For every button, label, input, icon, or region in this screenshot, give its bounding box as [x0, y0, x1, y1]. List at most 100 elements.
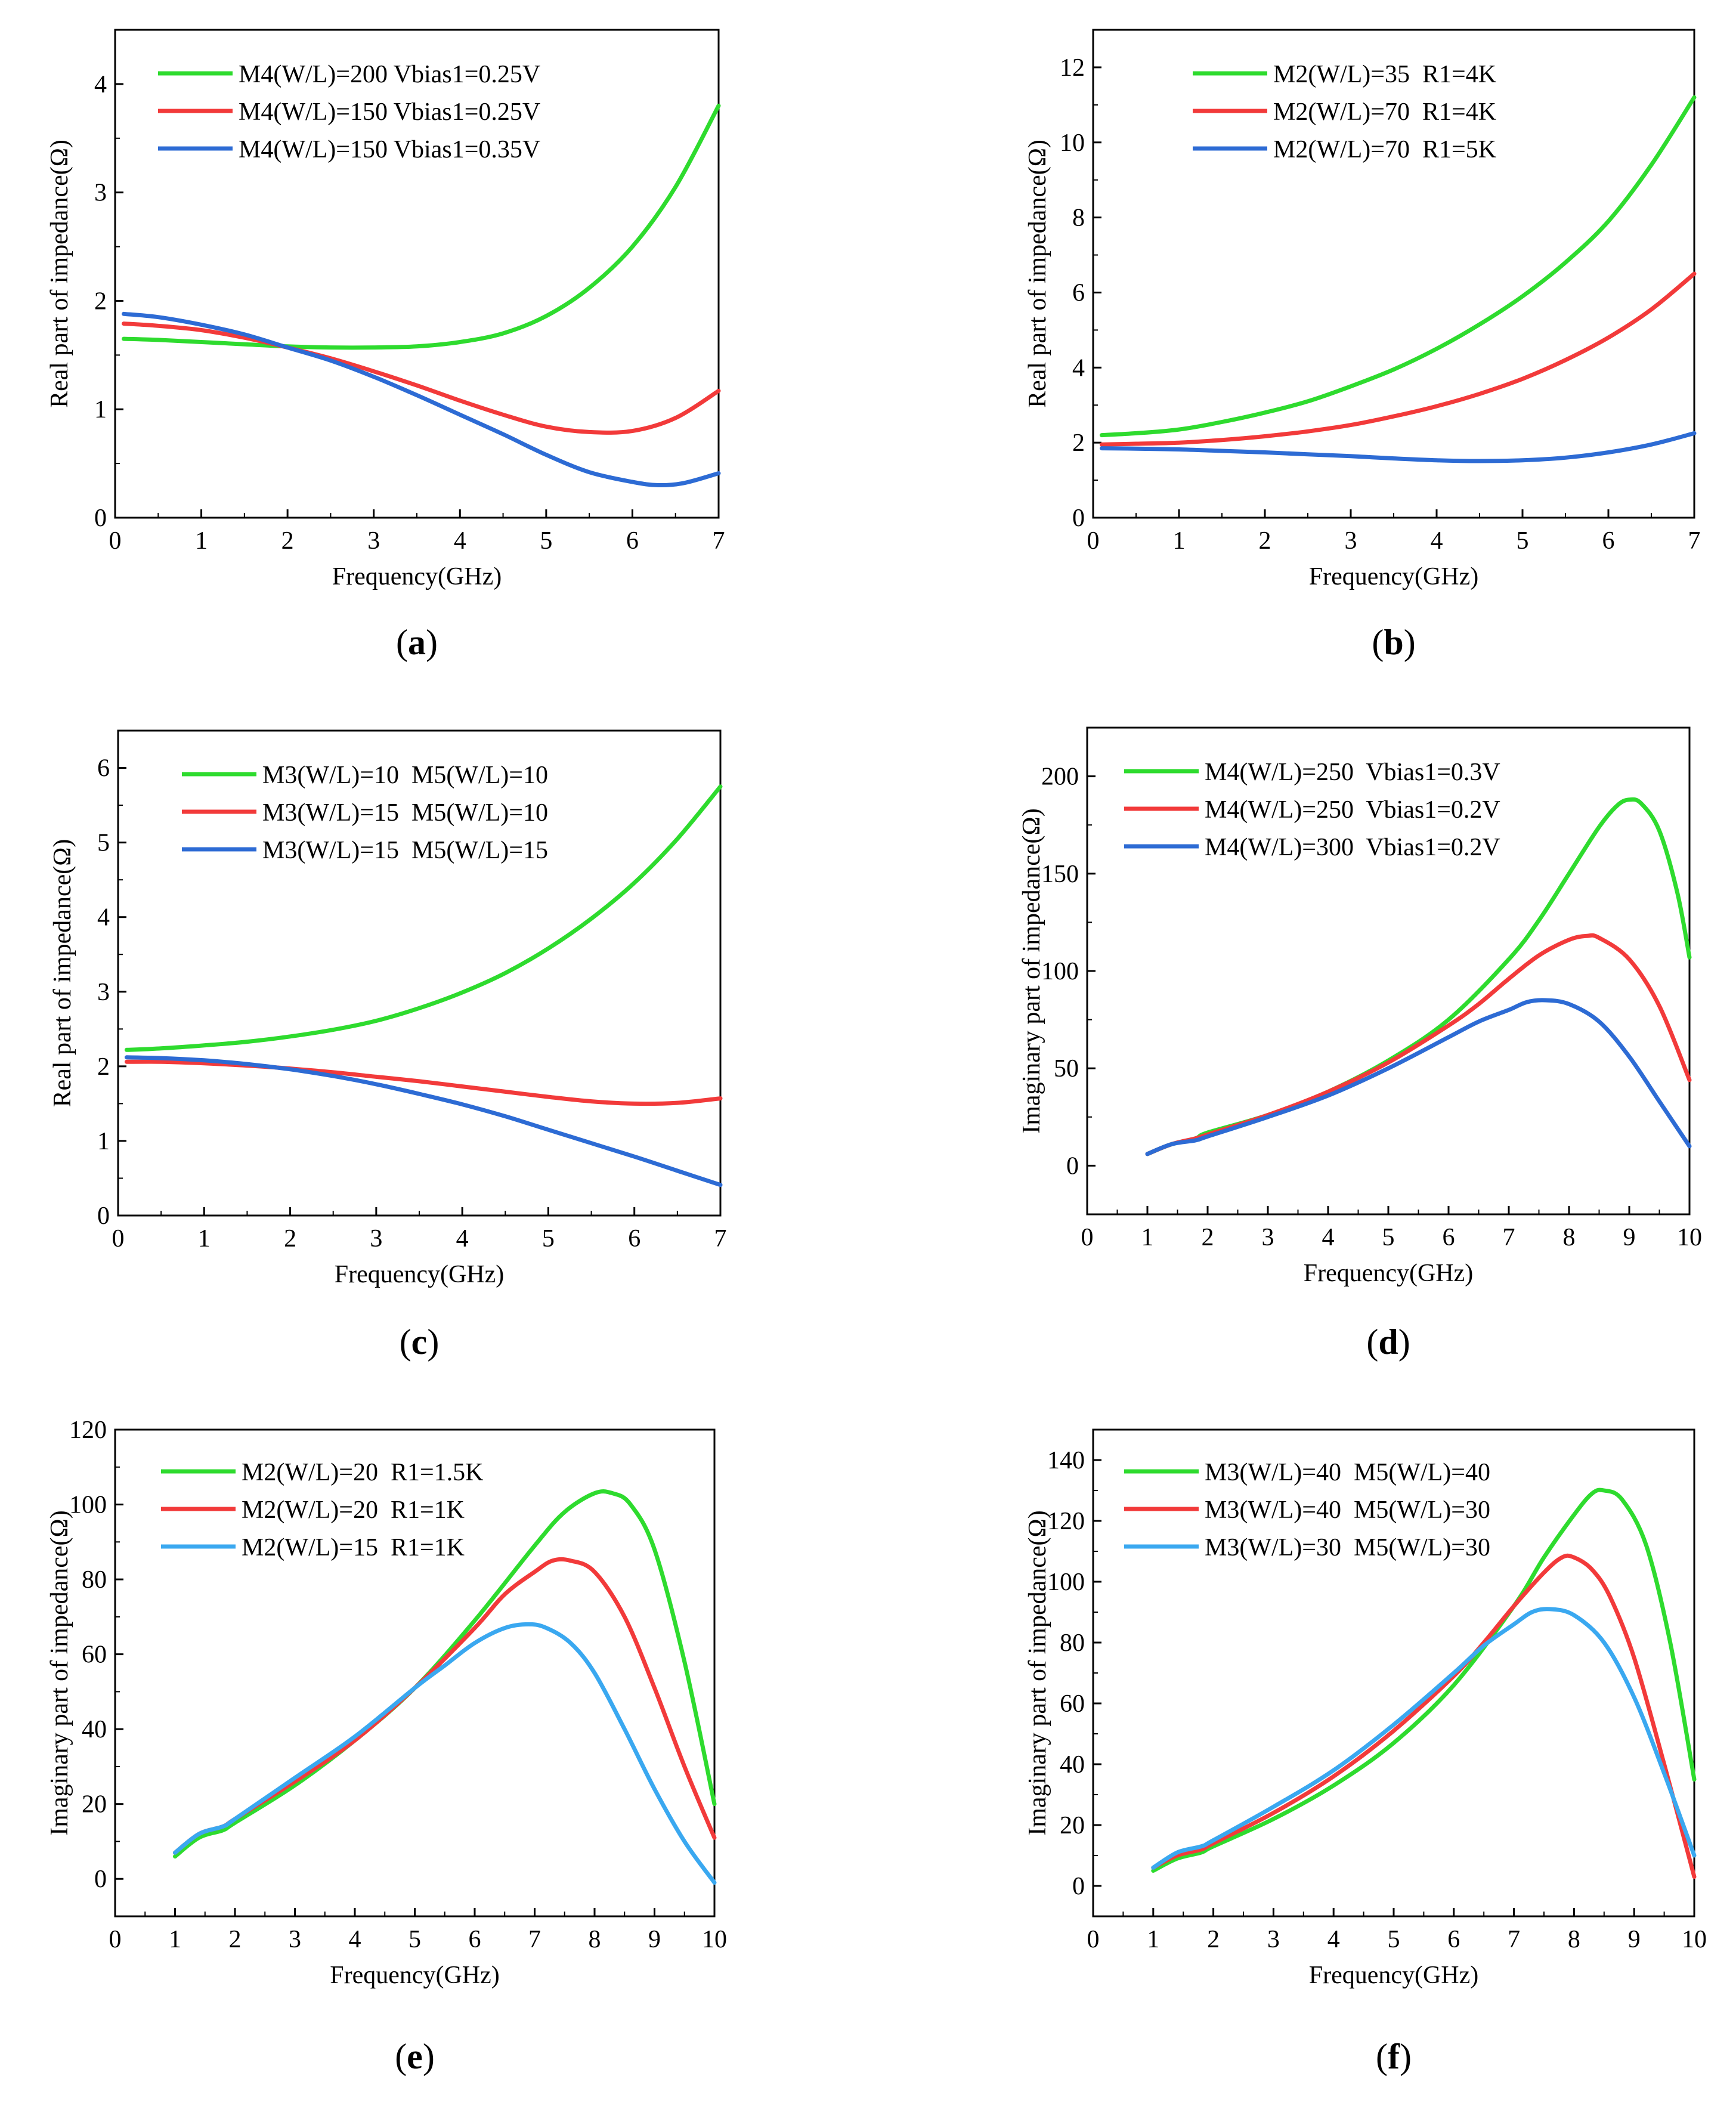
x-tick-label: 7 [713, 527, 725, 555]
panel-caption: (b) [1372, 623, 1415, 662]
x-tick-label: 2 [281, 527, 294, 555]
y-axis-title: Real part of impedance(Ω) [1024, 140, 1051, 408]
x-tick-label: 0 [1087, 1926, 1100, 1953]
x-tick-label: 3 [289, 1926, 301, 1953]
caption-close: ) [427, 1322, 439, 1362]
x-tick-label: 8 [1568, 1926, 1580, 1953]
legend: M3(W/L)=40 M5(W/L)=40 M3(W/L)=40 M5(W/L)=… [1124, 1459, 1490, 1561]
caption-open: ( [396, 623, 408, 662]
legend: M2(W/L)=20 R1=1.5K M2(W/L)=20 R1=1K M2(W/L… [161, 1459, 484, 1561]
x-tick-label: 0 [1087, 527, 1100, 555]
x-axis-title: Frequency(GHz) [1304, 1260, 1474, 1287]
panel-caption: (c) [400, 1322, 440, 1362]
y-tick-label: 80 [1060, 1629, 1085, 1657]
x-tick-label: 7 [1508, 1926, 1520, 1953]
y-tick-label: 150 [1041, 861, 1079, 888]
x-tick-label: 5 [1382, 1224, 1395, 1251]
caption-open: ( [1376, 2037, 1388, 2076]
legend-label-3: M4(W/L)=150 Vbias1=0.35V [239, 136, 540, 163]
legend-label-2: M4(W/L)=150 Vbias1=0.25V [239, 98, 540, 126]
series-line-3 [1151, 1607, 1697, 1870]
y-tick-label: 200 [1041, 763, 1079, 791]
y-tick-label: 6 [1072, 279, 1085, 307]
x-tick-label: 5 [409, 1926, 421, 1953]
y-tick-label: 2 [1072, 429, 1085, 457]
x-tick-label: 4 [1322, 1224, 1335, 1251]
x-tick-label: 2 [1259, 527, 1271, 555]
y-tick-label: 20 [82, 1791, 107, 1819]
legend-label-2: M4(W/L)=250 Vbias1=0.2V [1205, 796, 1500, 824]
series-line-3 [1145, 998, 1692, 1156]
legend-label-1: M4(W/L)=200 Vbias1=0.25V [239, 61, 540, 88]
caption-letter: f [1388, 2037, 1400, 2076]
x-tick-label: 3 [1267, 1926, 1280, 1953]
y-tick-label: 0 [94, 1866, 107, 1893]
x-tick-label: 4 [454, 527, 466, 555]
legend-label-2: M2(W/L)=70 R1=4K [1273, 98, 1496, 126]
series-line-1 [173, 1489, 717, 1859]
x-tick-label: 5 [1517, 527, 1529, 555]
x-tick-label: 6 [626, 527, 639, 555]
x-tick-label: 2 [1207, 1926, 1220, 1953]
panel-caption: (d) [1366, 1322, 1410, 1362]
y-tick-label: 120 [69, 1417, 107, 1444]
legend-label-3: M3(W/L)=30 M5(W/L)=30 [1205, 1534, 1490, 1561]
x-axis-title: Frequency(GHz) [335, 1261, 505, 1288]
y-tick-label: 3 [94, 180, 107, 207]
x-tick-label: 8 [1563, 1224, 1576, 1251]
caption-open: ( [400, 1322, 411, 1362]
x-tick-label: 5 [1388, 1926, 1400, 1953]
x-tick-label: 7 [528, 1926, 541, 1953]
y-tick-label: 4 [97, 904, 110, 932]
y-tick-label: 0 [94, 505, 107, 532]
x-tick-label: 7 [1503, 1224, 1515, 1251]
y-tick-label: 2 [94, 287, 107, 315]
caption-close: ) [423, 2037, 435, 2076]
x-tick-label: 4 [349, 1926, 361, 1953]
panel-caption: (f) [1376, 2037, 1412, 2076]
y-axis-title: Imaginary part of impedance(Ω) [1018, 808, 1045, 1133]
series-line-3 [124, 1055, 723, 1187]
panel-caption: (a) [396, 623, 438, 662]
x-tick-label: 10 [702, 1926, 727, 1953]
caption-close: ) [426, 623, 438, 662]
x-tick-label: 0 [109, 1926, 122, 1953]
y-axis-title: Imaginary part of impedance(Ω) [46, 1510, 73, 1835]
y-tick-label: 40 [1060, 1751, 1085, 1779]
x-tick-label: 6 [1602, 527, 1615, 555]
x-tick-label: 0 [1081, 1224, 1094, 1251]
y-tick-label: 40 [82, 1716, 107, 1743]
caption-letter: b [1384, 623, 1403, 662]
legend-label-3: M2(W/L)=70 R1=5K [1273, 136, 1496, 163]
y-tick-label: 0 [97, 1202, 110, 1230]
chart-panel-a: 0 1 2 3 4 5 6 7 0 1 2 3 4 Frequency(GHz) Real part of … [46, 29, 725, 662]
x-tick-label: 1 [1141, 1224, 1154, 1251]
x-axis-title: Frequency(GHz) [1309, 563, 1479, 590]
x-axis-title: Frequency(GHz) [330, 1962, 500, 1989]
y-axis-title: Real part of impedance(Ω) [49, 839, 76, 1108]
x-tick-label: 0 [109, 527, 122, 555]
x-tick-label: 2 [1202, 1224, 1214, 1251]
y-tick-label: 60 [82, 1641, 107, 1669]
caption-open: ( [395, 2037, 407, 2076]
caption-open: ( [1366, 1322, 1378, 1362]
x-tick-label: 8 [589, 1926, 601, 1953]
y-tick-label: 8 [1072, 205, 1085, 232]
x-tick-label: 2 [284, 1225, 296, 1252]
x-tick-label: 9 [648, 1926, 661, 1953]
caption-open: ( [1372, 623, 1384, 662]
x-tick-label: 7 [1688, 527, 1701, 555]
legend-label-1: M2(W/L)=35 R1=4K [1273, 61, 1496, 88]
x-tick-label: 9 [1623, 1224, 1636, 1251]
x-tick-label: 1 [1173, 527, 1186, 555]
x-tick-label: 3 [1262, 1224, 1274, 1251]
y-tick-label: 80 [82, 1566, 107, 1594]
legend-label-3: M2(W/L)=15 R1=1K [242, 1534, 465, 1561]
legend: M3(W/L)=10 M5(W/L)=10 M3(W/L)=15 M5(W/L)=… [182, 762, 548, 864]
legend: M4(W/L)=250 Vbias1=0.3V M4(W/L)=250 Vbias… [1124, 759, 1500, 861]
x-tick-label: 3 [370, 1225, 382, 1252]
x-tick-label: 1 [1147, 1926, 1159, 1953]
x-tick-label: 6 [1447, 1926, 1460, 1953]
